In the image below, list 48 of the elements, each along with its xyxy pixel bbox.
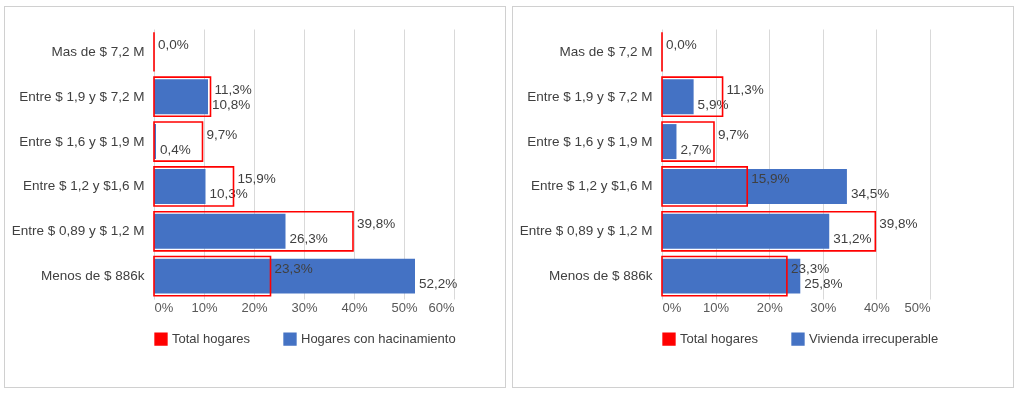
- x-tick-label: 30%: [291, 299, 318, 315]
- y-tick-label: Menos de $ 886k: [548, 268, 653, 284]
- y-tick-label: Entre $ 1,2 y $1,6 M: [530, 178, 653, 194]
- y-tick-label: Entre $ 0,89 y $ 1,2 M: [519, 223, 653, 239]
- x-tick-label: 50%: [391, 299, 418, 315]
- data-label: 10,8%: [212, 96, 251, 112]
- y-tick-label: Entre $ 1,9 y $ 7,2 M: [527, 88, 653, 104]
- data-label: 31,2%: [833, 231, 872, 247]
- y-tick-label: Menos de $ 886k: [40, 268, 145, 284]
- data-label: 0,4%: [160, 141, 191, 157]
- data-label: 9,7%: [717, 126, 749, 142]
- data-label: 25,8%: [804, 276, 843, 292]
- y-tick-label: Entre $ 1,6 y $ 1,9 M: [527, 133, 653, 149]
- x-tick-label: 50%: [904, 299, 931, 315]
- x-tick-label: 20%: [756, 299, 784, 315]
- y-tick-label: Entre $ 1,9 y $ 7,2 M: [19, 88, 145, 104]
- data-label: 39,8%: [357, 216, 396, 232]
- y-tick-label: Entre $ 0,89 y $ 1,2 M: [11, 223, 145, 239]
- data-label: 11,3%: [726, 81, 764, 97]
- data-label: 23,3%: [274, 261, 313, 277]
- x-tick-label: 40%: [863, 299, 891, 315]
- data-label: 0,0%: [666, 36, 697, 52]
- data-label: 2,7%: [680, 141, 712, 157]
- data-label: 26,3%: [289, 231, 328, 247]
- legend-label: Hogares con hacinamiento: [301, 331, 456, 347]
- x-tick-label: 0%: [662, 299, 682, 315]
- y-tick-label: Entre $ 1,6 y $ 1,9 M: [19, 133, 145, 149]
- x-tick-label: 40%: [341, 299, 368, 315]
- data-label: 52,2%: [419, 276, 458, 292]
- legend-label: Total hogares: [172, 331, 251, 347]
- data-label: 9,7%: [206, 126, 238, 142]
- x-tick-label: 10%: [703, 299, 730, 315]
- legend-label: Total hogares: [680, 331, 759, 347]
- data-label: 0,0%: [158, 36, 189, 52]
- data-label: 15,9%: [751, 171, 790, 187]
- x-tick-label: 20%: [241, 299, 268, 315]
- data-label: 39,8%: [879, 216, 918, 232]
- data-label: 15,9%: [237, 171, 276, 187]
- legend-label: Vivienda irrecuperable: [809, 331, 939, 347]
- x-tick-label: 30%: [810, 299, 837, 315]
- x-tick-label: 60%: [428, 299, 455, 315]
- data-label: 11,3%: [214, 81, 252, 97]
- y-tick-label: Mas de $ 7,2 M: [559, 43, 653, 59]
- y-tick-label: Entre $ 1,2 y $1,6 M: [22, 178, 145, 194]
- x-tick-label: 10%: [191, 299, 218, 315]
- data-label: 34,5%: [850, 186, 890, 202]
- y-tick-label: Mas de $ 7,2 M: [51, 43, 145, 59]
- x-tick-label: 0%: [154, 299, 174, 315]
